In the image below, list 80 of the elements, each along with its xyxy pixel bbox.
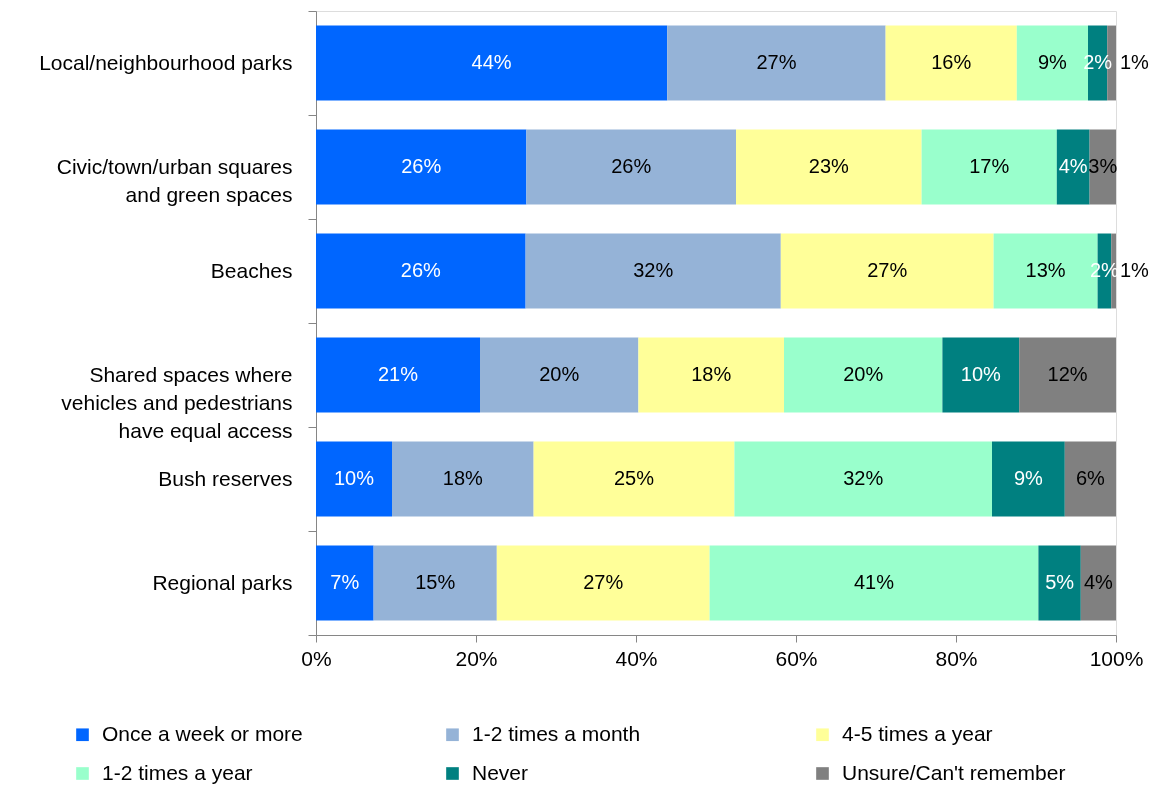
data-label: 5% <box>1045 571 1075 593</box>
bar <box>316 545 374 621</box>
data-label: 7% <box>330 571 360 593</box>
data-label: 16% <box>931 51 972 73</box>
data-label: 32% <box>843 467 884 489</box>
bar <box>885 25 1017 101</box>
data-label: 15% <box>415 571 456 593</box>
data-label: 18% <box>442 467 484 489</box>
bar <box>525 233 781 309</box>
data-label: 18% <box>691 363 732 385</box>
data-label: 20% <box>843 363 884 385</box>
x-tick-label: 20% <box>455 646 498 670</box>
bar <box>921 129 1057 205</box>
data-label: 13% <box>1025 259 1066 281</box>
data-label: 23% <box>808 155 850 177</box>
bar <box>1056 129 1090 205</box>
data-label: 27% <box>583 571 624 593</box>
bar <box>638 337 784 413</box>
data-label: 4% <box>1058 155 1088 177</box>
y-tick-label: Local/neighbourhood parks <box>39 50 293 74</box>
data-label: 27% <box>867 259 908 281</box>
legend-label: Never <box>472 760 529 784</box>
data-label: 21% <box>377 363 419 385</box>
data-label: 20% <box>539 363 580 385</box>
bar <box>992 441 1065 517</box>
data-label: 32% <box>633 259 674 281</box>
bar <box>392 441 534 517</box>
data-label: 1% <box>1120 259 1150 281</box>
legend-label: 4-5 times a year <box>842 721 993 745</box>
data-label: 27% <box>756 51 797 73</box>
x-tick-label: 0% <box>301 646 332 670</box>
bar <box>780 233 994 309</box>
data-label: 9% <box>1013 467 1044 489</box>
data-label: 12% <box>1047 363 1088 385</box>
bar <box>526 129 736 205</box>
legend-label: 1-2 times a year <box>102 760 253 784</box>
bar <box>496 545 710 621</box>
bar <box>373 545 497 621</box>
data-label: 25% <box>613 467 655 489</box>
bar <box>1080 545 1116 621</box>
bar <box>734 441 992 517</box>
data-label: 10% <box>960 363 1002 385</box>
legend-label: Unsure/Can't remember <box>842 760 1066 784</box>
bar <box>784 337 943 413</box>
bar <box>1038 545 1081 621</box>
data-label: 6% <box>1075 467 1106 489</box>
data-label: 41% <box>853 571 895 593</box>
bar <box>316 337 480 413</box>
x-tick-label: 80% <box>935 646 978 670</box>
y-tick-label: Bush reserves <box>158 466 293 490</box>
bar <box>1019 337 1116 413</box>
bar <box>667 25 886 101</box>
bar <box>709 545 1039 621</box>
bar <box>480 337 639 413</box>
bar <box>533 441 735 517</box>
bar <box>316 441 392 517</box>
y-tick-label: Shared spaces where vehicles and pedestrians have equal access <box>61 362 293 442</box>
bar <box>316 233 526 309</box>
y-tick-label: Civic/town/urban squares and green spaces <box>56 154 293 206</box>
data-label: 26% <box>611 155 652 177</box>
y-tick-label: Beaches <box>210 258 293 282</box>
legend-label: Once a week or more <box>102 721 303 745</box>
data-label: 10% <box>333 467 375 489</box>
data-label: 1% <box>1120 51 1150 73</box>
bar <box>1064 441 1116 517</box>
legend-label: 1-2 times a month <box>472 721 641 745</box>
bar <box>316 25 668 101</box>
bar <box>942 337 1020 413</box>
bar <box>736 129 922 205</box>
data-label: 4% <box>1083 571 1114 593</box>
data-label: 17% <box>969 155 1010 177</box>
y-tick-label: Regional parks <box>152 570 293 594</box>
bar <box>316 129 527 205</box>
data-label: 9% <box>1037 51 1068 73</box>
data-label: 26% <box>401 155 442 177</box>
x-tick-label: 60% <box>775 646 818 670</box>
x-tick-label: 40% <box>615 646 658 670</box>
data-label: 26% <box>400 259 442 281</box>
x-tick-label: 100% <box>1089 646 1144 670</box>
data-label: 44% <box>471 51 512 73</box>
